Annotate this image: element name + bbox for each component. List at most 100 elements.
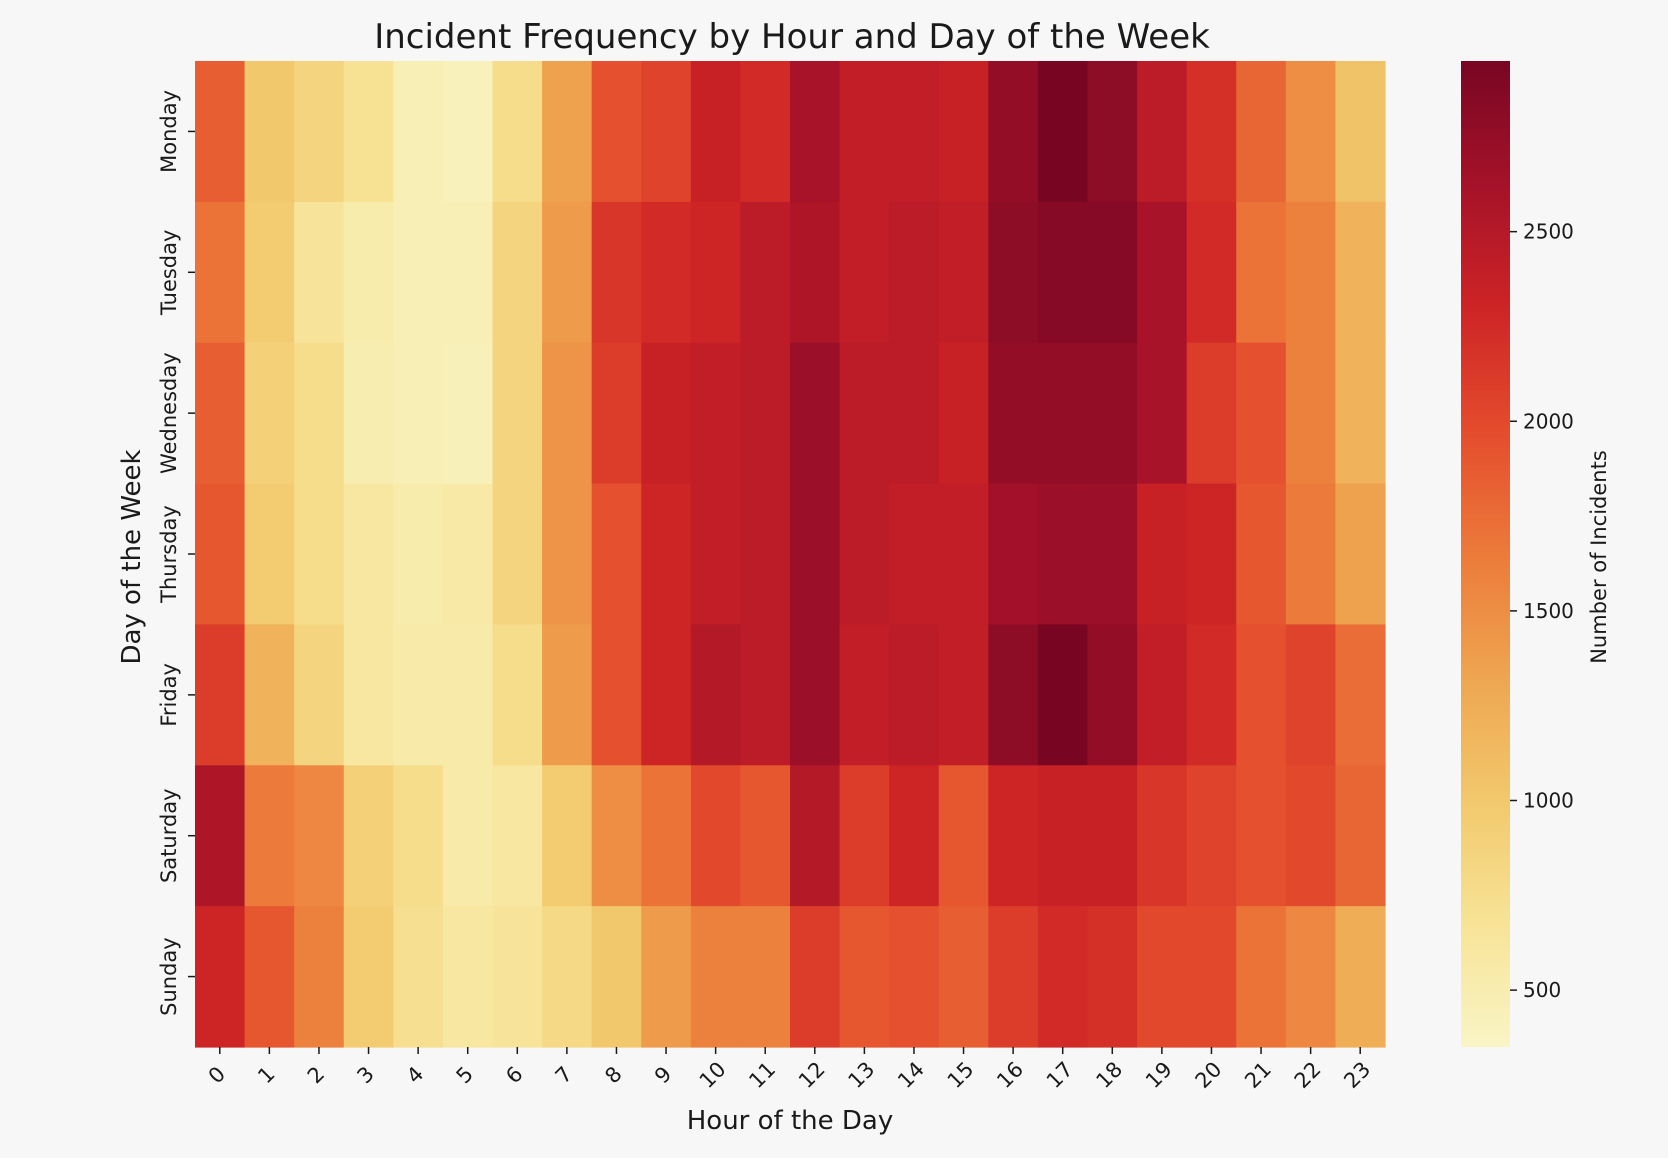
heatmap-cell-friday-12 [790, 624, 841, 766]
heatmap-cell-saturday-21 [1236, 765, 1287, 907]
heatmap-cell-saturday-9 [641, 765, 692, 907]
heatmap-cell-saturday-14 [889, 765, 940, 907]
heatmap-cell-friday-6 [492, 624, 543, 766]
heatmap-cell-tuesday-3 [343, 201, 394, 344]
heatmap-cell-thursday-14 [889, 483, 940, 626]
heatmap-cell-wednesday-19 [1137, 342, 1188, 485]
heatmap-cell-sunday-7 [542, 906, 593, 1048]
heatmap-cell-wednesday-9 [641, 342, 692, 485]
heatmap-cell-saturday-11 [740, 765, 791, 907]
heatmap-cell-tuesday-21 [1236, 201, 1287, 344]
heatmap-cell-saturday-22 [1285, 765, 1337, 907]
heatmap-cell-friday-3 [343, 624, 394, 766]
heatmap-cell-saturday-7 [542, 765, 593, 907]
heatmap-cell-monday-22 [1285, 61, 1337, 203]
heatmap-cell-saturday-2 [294, 765, 345, 907]
y-tick-label: Thursday [157, 505, 181, 604]
heatmap-cell-tuesday-2 [294, 201, 345, 344]
x-tick-label: 15 [943, 1057, 979, 1093]
colorbar-tick-label: 1000 [1523, 789, 1574, 813]
heatmap-cell-wednesday-12 [790, 342, 841, 485]
x-tick-label: 2 [303, 1062, 329, 1088]
x-tick-label: 22 [1290, 1057, 1326, 1093]
heatmap-cell-monday-23 [1335, 61, 1386, 203]
heatmap-cell-saturday-8 [591, 765, 642, 907]
colorbar-ticks: 500 1000 1500 2000 2500 [1510, 220, 1574, 1002]
heatmap-cells [195, 61, 1386, 1048]
x-tick-label: 23 [1339, 1057, 1375, 1093]
x-tick-label: 19 [1141, 1057, 1177, 1093]
y-tick-label: Friday [157, 663, 181, 727]
heatmap-cell-sunday-13 [839, 906, 890, 1048]
x-tick-label: 9 [650, 1062, 676, 1088]
heatmap-cell-sunday-5 [442, 906, 494, 1048]
heatmap-cell-thursday-10 [690, 483, 742, 626]
heatmap-cell-monday-12 [790, 61, 841, 203]
heatmap-cell-wednesday-4 [393, 342, 444, 485]
x-axis-label: Hour of the Day [687, 1106, 894, 1136]
heatmap-cell-wednesday-16 [988, 342, 1039, 485]
heatmap-cell-wednesday-1 [244, 342, 295, 485]
heatmap-cell-monday-14 [889, 61, 940, 203]
heatmap-cell-thursday-7 [542, 483, 593, 626]
heatmap-cell-sunday-2 [294, 906, 345, 1048]
x-tick-label: 21 [1240, 1057, 1276, 1093]
x-tick-label: 11 [744, 1057, 780, 1093]
heatmap-cell-friday-23 [1335, 624, 1386, 766]
heatmap-cell-thursday-17 [1037, 483, 1089, 626]
heatmap-cell-monday-21 [1236, 61, 1287, 203]
colorbar-label: Number of Incidents [1587, 450, 1611, 664]
heatmap-cell-thursday-21 [1236, 483, 1287, 626]
heatmap-cell-tuesday-17 [1037, 201, 1089, 344]
heatmap-cell-wednesday-11 [740, 342, 791, 485]
heatmap-cell-monday-18 [1087, 61, 1138, 203]
heatmap-cell-thursday-6 [492, 483, 543, 626]
heatmap-cell-friday-10 [690, 624, 742, 766]
heatmap-cell-monday-5 [442, 61, 494, 203]
heatmap-cell-saturday-20 [1186, 765, 1237, 907]
heatmap-cell-thursday-13 [839, 483, 890, 626]
heatmap-cell-thursday-12 [790, 483, 841, 626]
x-tick-label: 14 [893, 1057, 929, 1093]
heatmap-cell-wednesday-17 [1037, 342, 1089, 485]
y-tick-label: Saturday [157, 788, 181, 883]
heatmap-cell-thursday-23 [1335, 483, 1386, 626]
heatmap-cell-sunday-4 [393, 906, 444, 1048]
heatmap-cell-monday-16 [988, 61, 1039, 203]
heatmap-cell-thursday-9 [641, 483, 692, 626]
heatmap-cell-friday-16 [988, 624, 1039, 766]
heatmap-cell-thursday-11 [740, 483, 791, 626]
heatmap-cell-monday-2 [294, 61, 345, 203]
heatmap-cell-friday-11 [740, 624, 791, 766]
heatmap-cell-wednesday-20 [1186, 342, 1237, 485]
x-axis-ticks: 0 1 2 3 4 5 6 7 8 9 10 11 12 13 14 15 16 17 18 19 20 21 22 23 [204, 1047, 1375, 1093]
heatmap-cell-wednesday-13 [839, 342, 890, 485]
heatmap-cell-friday-1 [244, 624, 295, 766]
heatmap-cell-wednesday-14 [889, 342, 940, 485]
heatmap-cell-tuesday-0 [195, 201, 246, 344]
heatmap-cell-wednesday-15 [938, 342, 989, 485]
heatmap-cell-monday-0 [195, 61, 246, 203]
heatmap-cell-friday-8 [591, 624, 642, 766]
heatmap-cell-monday-19 [1137, 61, 1188, 203]
heatmap-cell-sunday-11 [740, 906, 791, 1048]
heatmap-cell-sunday-0 [195, 906, 246, 1048]
heatmap-cell-saturday-18 [1087, 765, 1138, 907]
heatmap-cell-thursday-18 [1087, 483, 1138, 626]
heatmap-cell-wednesday-22 [1285, 342, 1337, 485]
heatmap-cell-saturday-10 [690, 765, 742, 907]
heatmap-cell-friday-21 [1236, 624, 1287, 766]
heatmap-cell-thursday-2 [294, 483, 345, 626]
y-tick-label: Monday [157, 90, 181, 173]
heatmap-cell-thursday-8 [591, 483, 642, 626]
y-tick-label: Tuesday [157, 230, 181, 316]
x-tick-label: 6 [501, 1062, 527, 1088]
heatmap-cell-friday-15 [938, 624, 989, 766]
heatmap-cell-tuesday-22 [1285, 201, 1337, 344]
heatmap-cell-monday-20 [1186, 61, 1237, 203]
heatmap-cell-saturday-1 [244, 765, 295, 907]
heatmap-cell-thursday-15 [938, 483, 989, 626]
heatmap-cell-sunday-23 [1335, 906, 1386, 1048]
colorbar-tick-label: 1500 [1523, 599, 1574, 623]
heatmap-cell-thursday-4 [393, 483, 444, 626]
